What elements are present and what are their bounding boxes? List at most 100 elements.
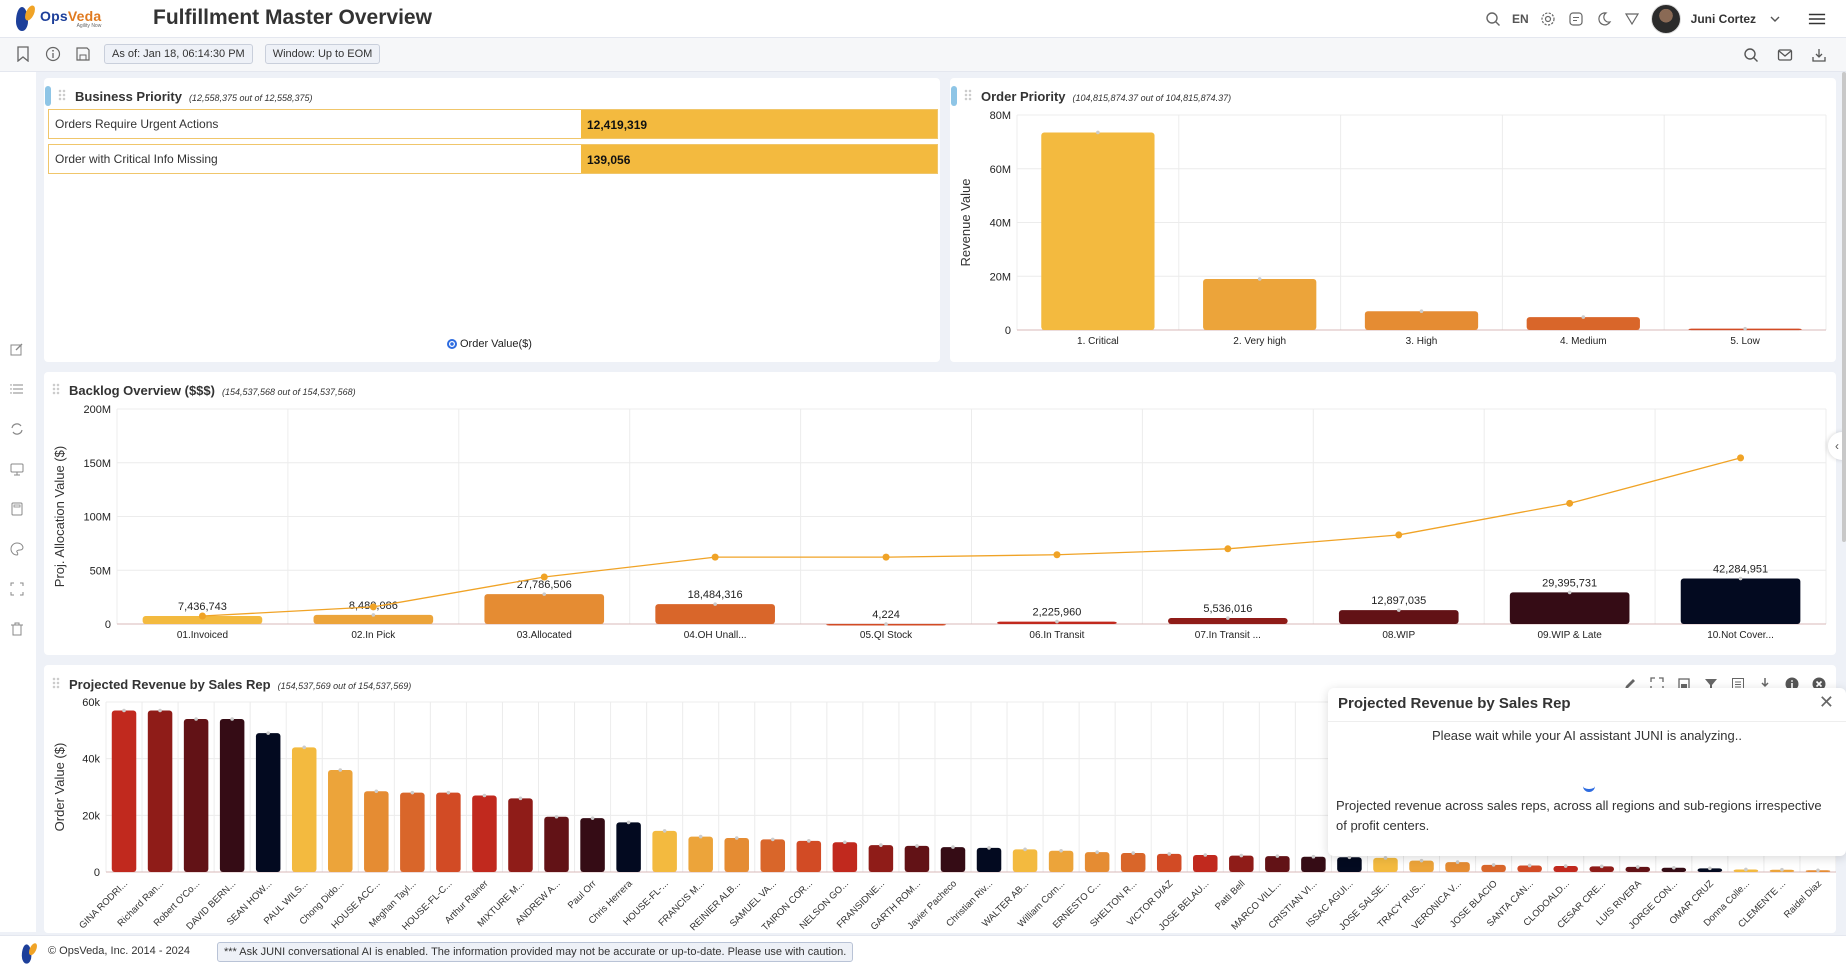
- collapse-panel-chevron-icon[interactable]: ‹: [1828, 432, 1846, 460]
- bar-marker: [1738, 576, 1743, 581]
- chevron-down-icon[interactable]: [1766, 10, 1784, 28]
- panel-title: Order Priority: [981, 89, 1066, 104]
- line-point: [369, 603, 377, 611]
- bar: [940, 847, 966, 872]
- y-axis-label: Order Value ($): [52, 743, 67, 832]
- bar: [1156, 853, 1182, 872]
- edit-icon[interactable]: [9, 340, 25, 358]
- save-icon[interactable]: [74, 45, 92, 63]
- bar: [1680, 578, 1801, 624]
- bar: [1517, 865, 1542, 872]
- download-icon[interactable]: [1810, 46, 1828, 64]
- bar-marker: [734, 836, 739, 840]
- data-label: 5,536,016: [1203, 603, 1252, 615]
- search-icon[interactable]: [1484, 10, 1502, 28]
- drag-handle-icon[interactable]: [52, 677, 60, 689]
- business-priority-row[interactable]: Orders Require Urgent Actions 12,419,319: [48, 109, 938, 139]
- hamburger-menu-icon[interactable]: [1808, 10, 1826, 28]
- settings-gear-icon[interactable]: [1539, 10, 1557, 28]
- y-tick-label: 0: [94, 867, 100, 879]
- bar: [655, 604, 775, 624]
- filter-triangle-icon[interactable]: [1623, 10, 1641, 28]
- x-tick-label: 10.Not Cover...: [1707, 630, 1774, 641]
- row-value: 12,419,319: [581, 110, 937, 138]
- bar-marker: [1708, 866, 1712, 871]
- time-window-chip[interactable]: Window: Up to EOM: [264, 44, 381, 64]
- backlog-overview-panel: Backlog Overview ($$$) (154,537,568 out …: [44, 372, 1836, 655]
- bar: [1203, 278, 1317, 330]
- info-icon[interactable]: [1784, 676, 1800, 692]
- fullscreen-icon[interactable]: [9, 580, 25, 598]
- list-icon[interactable]: [9, 380, 25, 398]
- bar: [1084, 852, 1110, 872]
- bar-marker: [1672, 865, 1676, 870]
- user-avatar[interactable]: [1650, 4, 1681, 34]
- bar-marker: [1095, 850, 1099, 854]
- x-tick-label: 4. Medium: [1560, 336, 1607, 347]
- bar-marker: [1635, 865, 1640, 869]
- bar-marker: [1581, 315, 1586, 319]
- user-name[interactable]: Juni Cortez: [1690, 12, 1756, 26]
- bar: [1481, 864, 1506, 872]
- opsveda-logo[interactable]: OpsVeda Agility Now: [14, 4, 102, 33]
- cumulative-line: [202, 457, 1741, 617]
- ai-disclaimer-notice: *** Ask JUNI conversational AI is enable…: [217, 942, 854, 962]
- bar: [1364, 311, 1479, 330]
- mail-icon[interactable]: [1776, 46, 1794, 64]
- palette-icon[interactable]: [9, 540, 25, 558]
- sub-toolbar: As of: Jan 18, 06:14:30 PM Window: Up to…: [0, 38, 1846, 72]
- business-priority-row[interactable]: Order with Critical Info Missing 139,056: [48, 144, 938, 174]
- x-tick-label: 03.Allocated: [517, 630, 572, 641]
- drag-handle-icon[interactable]: [964, 89, 972, 101]
- y-tick-label: 80M: [990, 110, 1011, 122]
- drag-handle-icon[interactable]: [52, 383, 60, 395]
- analyzing-status: Please wait while your AI assistant JUNI…: [1432, 728, 1742, 743]
- bar-marker: [1203, 853, 1208, 857]
- edit-pencil-icon[interactable]: [1622, 676, 1638, 692]
- footer-logo-icon: [20, 942, 39, 965]
- drag-handle-icon[interactable]: [58, 89, 66, 101]
- close-icon[interactable]: ✕: [1818, 692, 1834, 712]
- chat-message-icon[interactable]: [1567, 10, 1585, 28]
- bar: [652, 830, 677, 872]
- language-selector[interactable]: EN: [1511, 12, 1529, 26]
- widget-toolbar: [1622, 676, 1827, 692]
- x-tick-label: 01.Invoiced: [177, 630, 228, 641]
- x-tick-label: 09.WIP & Late: [1538, 630, 1603, 641]
- close-circle-icon[interactable]: [1811, 676, 1827, 692]
- ai-insight-popup: Projected Revenue by Sales Rep ✕ Please …: [1328, 688, 1846, 856]
- monitor-icon[interactable]: [9, 460, 25, 478]
- bookmark-icon[interactable]: [14, 45, 32, 63]
- bar-marker: [843, 840, 847, 845]
- bar-marker: [1096, 130, 1100, 135]
- bar: [255, 733, 281, 872]
- x-tick-label: 06.In Transit: [1029, 630, 1084, 641]
- trash-icon[interactable]: [9, 620, 25, 638]
- order-value-legend[interactable]: Order Value($): [447, 338, 532, 350]
- order-priority-chart: 0 20M 40M 60M 80M Revenue Value 1. Critical 2. …: [958, 110, 1827, 347]
- refresh-icon[interactable]: [9, 420, 25, 438]
- expand-icon[interactable]: [1649, 676, 1665, 692]
- page-scrollbar[interactable]: [1842, 72, 1846, 542]
- radio-selected-icon[interactable]: [447, 339, 457, 349]
- bar-marker: [1239, 853, 1244, 858]
- search-icon[interactable]: [1742, 46, 1760, 64]
- panel-title: Backlog Overview ($$$): [69, 383, 215, 398]
- dark-mode-moon-icon[interactable]: [1595, 10, 1613, 28]
- bar-marker: [1383, 856, 1388, 860]
- bar-marker: [194, 717, 198, 721]
- row-label: Order with Critical Info Missing: [49, 145, 581, 173]
- as-of-timestamp-chip[interactable]: As of: Jan 18, 06:14:30 PM: [104, 44, 253, 64]
- x-tick-label: 5. Low: [1730, 336, 1760, 347]
- data-label: 27,786,506: [517, 579, 572, 591]
- bar-marker: [1167, 852, 1172, 856]
- bar: [1589, 866, 1614, 872]
- brand-name: OpsVeda: [40, 8, 102, 24]
- bar-marker: [1527, 863, 1532, 868]
- bar-marker: [1131, 851, 1135, 855]
- bar: [868, 845, 894, 872]
- calculator-icon[interactable]: [9, 500, 25, 518]
- bar: [760, 839, 786, 872]
- filter-icon[interactable]: [1703, 676, 1719, 692]
- info-icon[interactable]: [44, 45, 62, 63]
